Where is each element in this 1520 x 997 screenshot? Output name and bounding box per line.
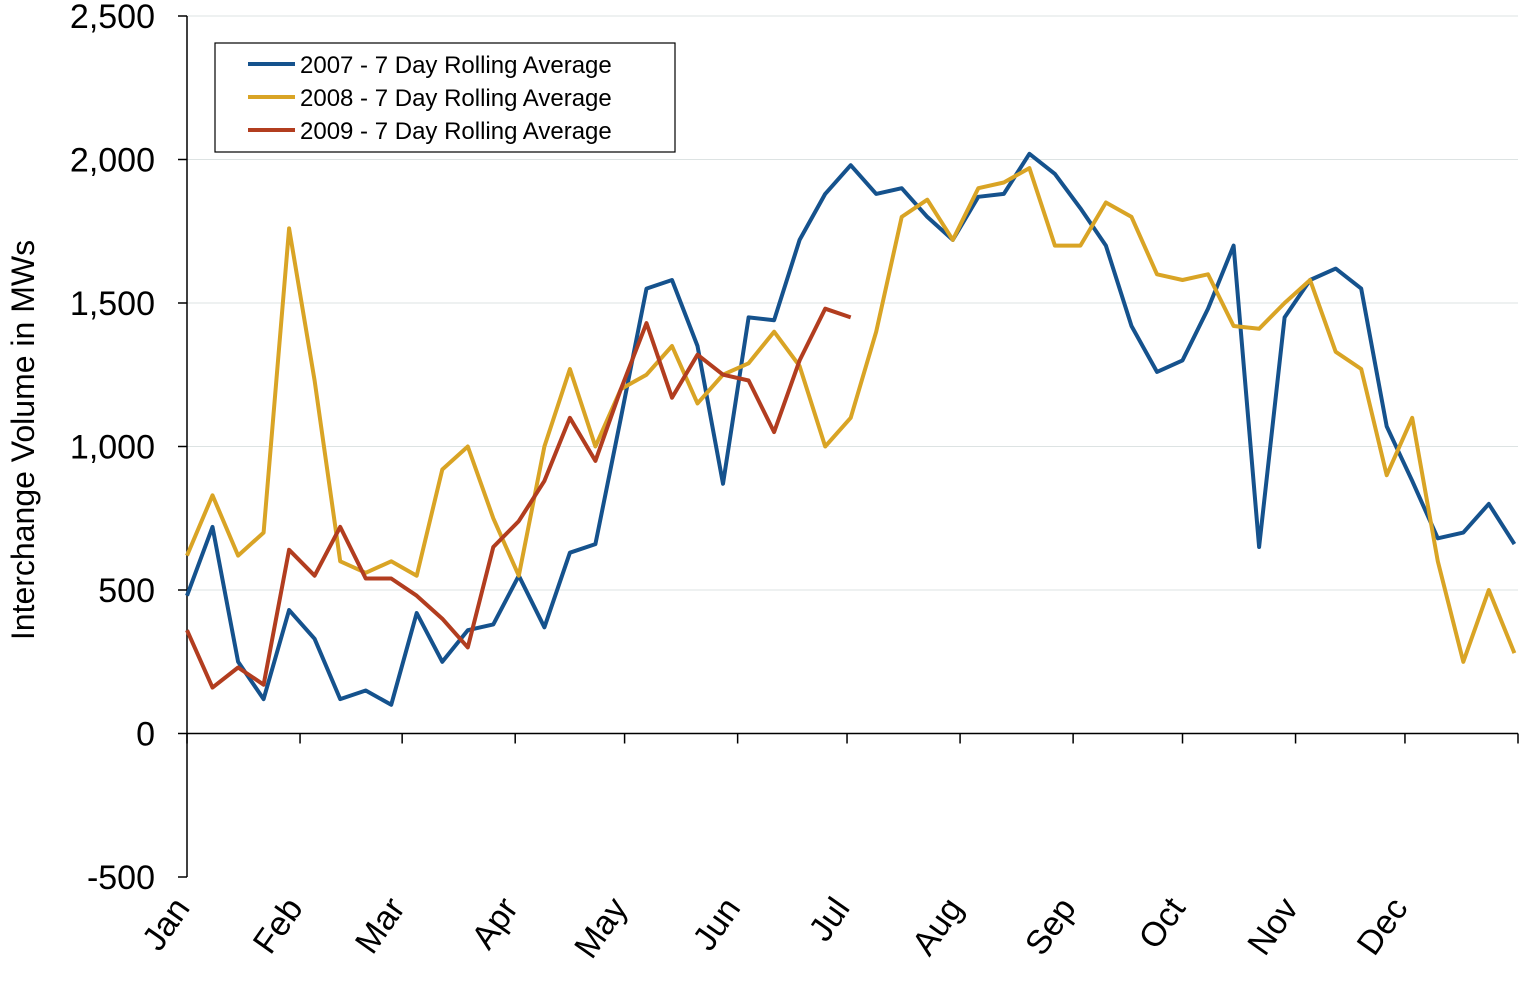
y-tick-label: 1,000 xyxy=(70,429,155,467)
series-line xyxy=(185,306,852,690)
x-tick-label: Oct xyxy=(1132,890,1194,956)
x-tick-label: Sep xyxy=(1018,891,1084,962)
series-line xyxy=(185,151,1517,707)
y-tick-label: 2,500 xyxy=(70,0,155,36)
y-tick-label: 1,500 xyxy=(70,285,155,323)
x-tick-label: Feb xyxy=(246,891,311,961)
x-tick-label: May xyxy=(567,891,635,965)
legend-label: 2007 - 7 Day Rolling Average xyxy=(300,52,612,79)
series-line xyxy=(185,166,1517,664)
legend-label: 2008 - 7 Day Rolling Average xyxy=(300,85,612,112)
y-tick-label: 2,000 xyxy=(70,142,155,180)
y-tick-label: 500 xyxy=(98,572,155,610)
x-tick-label: Jun xyxy=(686,891,749,958)
x-tick-label: Apr xyxy=(464,891,525,956)
y-axis-label: Interchange Volume in MWs xyxy=(5,240,41,640)
x-tick-label: Nov xyxy=(1240,891,1306,962)
y-tick-label: -500 xyxy=(87,859,155,897)
x-tick-label: Aug xyxy=(905,891,971,962)
legend: 2007 - 7 Day Rolling Average 2008 - 7 Day… xyxy=(214,42,676,153)
x-tick-label: Mar xyxy=(348,891,413,961)
x-tick-label: Jul xyxy=(802,891,858,948)
y-tick-label: 0 xyxy=(136,716,155,754)
legend-label: 2009 - 7 Day Rolling Average xyxy=(300,118,612,145)
x-tick-label: Jan xyxy=(135,891,198,958)
x-tick-label: Dec xyxy=(1350,891,1416,962)
